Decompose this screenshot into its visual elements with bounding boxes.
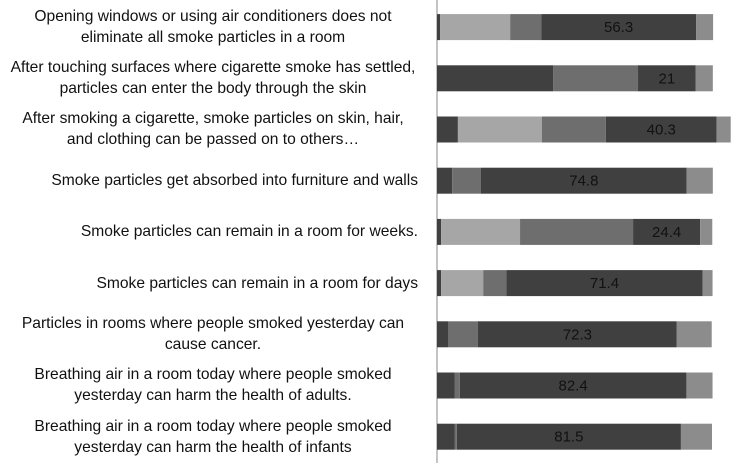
category-label-row: After touching surfaces where cigarette … — [8, 53, 418, 104]
bar-segment — [441, 270, 484, 297]
bar-segment — [520, 218, 634, 245]
data-label: 81.5 — [554, 429, 583, 446]
bar-segment — [686, 372, 713, 399]
bar-segment — [456, 423, 681, 450]
bar-segment — [437, 270, 442, 297]
category-label: Smoke particles can remain in a room for… — [96, 274, 418, 292]
bar-segment — [437, 65, 554, 92]
bar-segment — [676, 321, 712, 348]
category-label: After touching surfaces where cigarette … — [10, 59, 416, 98]
category-label-row: After smoking a cigarette, smoke particl… — [8, 104, 418, 155]
bar-segment — [700, 218, 713, 245]
data-label: 21 — [659, 70, 676, 87]
category-labels: Opening windows or using air conditioner… — [8, 2, 418, 462]
bar-segment — [510, 14, 542, 41]
bar-segment — [680, 423, 712, 450]
category-label: Smoke particles get absorbed into furnit… — [51, 172, 418, 190]
data-label: 71.4 — [590, 275, 619, 292]
bar-segment — [437, 321, 448, 348]
bar-segment — [457, 116, 542, 143]
bar-segment — [441, 218, 521, 245]
bar-segment — [553, 65, 639, 92]
bar-segment — [638, 65, 696, 92]
bar-segment — [437, 116, 458, 143]
bar-segment — [716, 116, 731, 143]
bar-segment — [454, 423, 457, 450]
bar-segment — [437, 167, 453, 194]
category-label: Breathing air in a room today where peop… — [34, 417, 392, 456]
bar-segment — [506, 270, 703, 297]
category-label-row: Smoke particles can remain in a room for… — [8, 206, 418, 257]
bar-segment — [605, 116, 717, 143]
bar-segment — [437, 14, 441, 41]
data-label: 40.3 — [647, 121, 676, 138]
category-label: Breathing air in a room today where peop… — [34, 366, 392, 405]
bar-segment — [686, 167, 713, 194]
bar-segment — [696, 14, 714, 41]
category-label-row: Breathing air in a room today where peop… — [8, 411, 418, 462]
bar-segment — [452, 167, 481, 194]
category-label-row: Opening windows or using air conditioner… — [8, 2, 418, 53]
bar-segment — [448, 321, 478, 348]
bar-segment — [481, 167, 687, 194]
bar-segment — [633, 218, 701, 245]
bar-segment — [459, 372, 687, 399]
bar-segment — [695, 65, 713, 92]
bar-segment — [437, 423, 455, 450]
data-label: 82.4 — [559, 377, 588, 394]
category-label-row: Smoke particles can remain in a room for… — [8, 258, 418, 309]
category-label-row: Breathing air in a room today where peop… — [8, 360, 418, 411]
bar-segment — [454, 372, 460, 399]
data-label: 72.3 — [563, 326, 592, 343]
bar-segment — [541, 14, 697, 41]
bar-segment — [440, 14, 511, 41]
bar-segment — [483, 270, 507, 297]
bar-segment — [437, 218, 442, 245]
data-label: 56.3 — [604, 19, 633, 36]
category-label: After smoking a cigarette, smoke particl… — [22, 110, 404, 149]
category-label: Opening windows or using air conditioner… — [34, 8, 392, 46]
data-label: 24.4 — [652, 224, 681, 241]
bar-segment — [702, 270, 713, 297]
category-label-row: Particles in rooms where people smoked y… — [8, 309, 418, 360]
category-label: Particles in rooms where people smoked y… — [21, 315, 405, 354]
bar-segment — [437, 372, 455, 399]
bar-segment — [541, 116, 606, 143]
category-label: Smoke particles can remain in a room for… — [80, 223, 418, 241]
bar-segment — [477, 321, 677, 348]
category-label-row: Smoke particles get absorbed into furnit… — [8, 155, 418, 206]
data-label: 74.8 — [569, 173, 598, 190]
